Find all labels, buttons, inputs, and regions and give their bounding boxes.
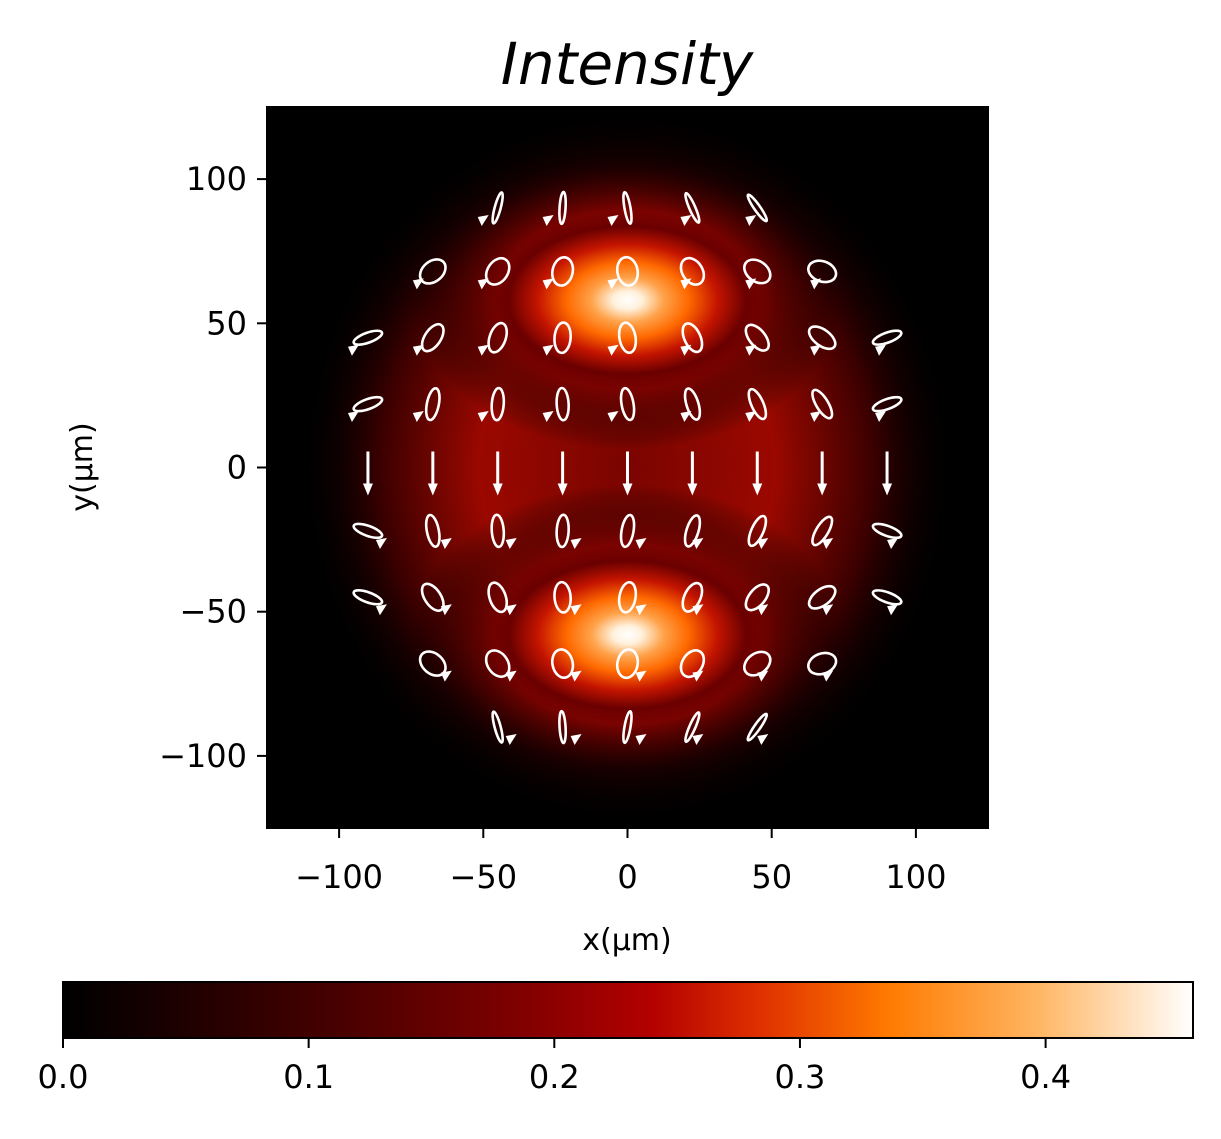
polarization-ellipse — [871, 589, 903, 616]
polarization-ellipse — [352, 522, 387, 549]
polarization-ellipse — [362, 451, 373, 496]
chart-title: Intensity — [501, 30, 754, 98]
polarization-ellipse — [420, 582, 452, 616]
polarization-ellipse — [679, 256, 706, 290]
intensity-heatmap — [267, 107, 988, 828]
polarization-ellipse — [490, 513, 517, 549]
polarization-ellipse — [871, 522, 903, 549]
polarization-ellipse — [745, 193, 769, 226]
polarization-ellipse — [746, 712, 769, 746]
y-tick-label: 50 — [206, 304, 247, 342]
x-tick-label: −50 — [450, 858, 518, 896]
polarization-ellipse — [553, 580, 582, 616]
polarization-ellipse — [542, 255, 575, 290]
x-tick-label: 0 — [617, 858, 637, 896]
y-axis-ticks: −100 −50 0 50 100 — [159, 160, 267, 775]
colorbar-tick-label: 0.4 — [1020, 1058, 1071, 1096]
polarization-ellipse — [477, 191, 505, 226]
x-axis-label: x(μm) — [582, 923, 671, 958]
polarization-ellipse — [424, 513, 452, 549]
polarization-ellipse — [617, 580, 647, 616]
x-tick-label: 100 — [885, 858, 946, 896]
colorbar-tick-label: 0.3 — [775, 1058, 826, 1096]
polarization-ellipse — [745, 387, 768, 423]
polarization-ellipse — [679, 649, 706, 682]
polarization-ellipse — [817, 451, 828, 496]
x-tick-label: 50 — [751, 858, 792, 896]
polarization-ellipse — [681, 581, 704, 616]
polarization-ellipse — [477, 256, 511, 290]
polarization-ellipse — [882, 451, 893, 496]
polarization-ellipse — [683, 514, 704, 549]
polarization-ellipse — [615, 648, 647, 682]
polarization-ellipses — [347, 190, 903, 746]
polarization-ellipse — [680, 387, 702, 423]
y-tick-label: 100 — [186, 160, 247, 198]
polarization-ellipse — [744, 583, 770, 616]
polarization-ellipse — [491, 710, 517, 746]
polarization-ellipse — [427, 451, 438, 496]
polarization-ellipse — [871, 329, 903, 356]
polarization-ellipse — [557, 451, 568, 496]
polarization-ellipse — [807, 584, 837, 616]
polarization-ellipse — [412, 386, 441, 423]
polarization-ellipse — [871, 395, 903, 423]
polarization-ellipse — [418, 650, 452, 682]
polarization-ellipse — [680, 322, 704, 356]
intensity-peak-lower — [482, 544, 773, 725]
colorbar-ticks: 0.0 0.1 0.2 0.3 0.4 — [38, 1038, 1071, 1096]
polarization-ellipse — [607, 255, 640, 290]
polarization-ellipse — [752, 451, 763, 496]
polarization-ellipse — [477, 321, 509, 356]
x-tick-label: −100 — [295, 858, 383, 896]
y-tick-label: −100 — [159, 737, 247, 775]
polarization-ellipse — [747, 514, 769, 549]
polarization-ellipse — [810, 388, 834, 423]
polarization-ellipse — [347, 329, 384, 356]
y-tick-label: −50 — [179, 593, 247, 631]
polarization-ellipse — [743, 650, 772, 682]
polarization-ellipse — [607, 321, 638, 356]
polarization-ellipse — [542, 386, 570, 423]
polarization-ellipse — [492, 451, 503, 496]
polarization-ellipse — [622, 451, 633, 496]
polarization-ellipse — [550, 648, 582, 682]
polarization-ellipse — [607, 386, 636, 423]
polarization-ellipse — [807, 325, 837, 356]
polarization-ellipse — [807, 651, 838, 682]
polarization-ellipse — [477, 386, 506, 423]
x-axis-ticks: −100 −50 0 50 100 — [295, 828, 946, 896]
polarization-ellipse — [622, 710, 647, 746]
polarization-ellipse — [684, 711, 704, 746]
polarization-ellipse — [412, 258, 447, 290]
y-tick-label: 0 — [227, 449, 247, 487]
polarization-ellipse — [607, 190, 633, 226]
polarization-ellipse — [542, 190, 568, 226]
polarization-ellipse — [811, 515, 834, 549]
polarization-ellipse — [687, 451, 698, 496]
polarization-ellipse — [347, 395, 384, 423]
colorbar — [62, 981, 1194, 1039]
polarization-ellipse — [352, 589, 387, 616]
polarization-ellipse — [484, 649, 517, 682]
polarization-ellipse — [743, 258, 772, 290]
intensity-peak-upper — [482, 210, 773, 391]
polarization-ellipse — [487, 581, 517, 616]
polarization-ellipse — [412, 322, 445, 356]
y-axis-label: y(μm) — [65, 422, 100, 511]
colorbar-tick-label: 0.1 — [283, 1058, 334, 1096]
polarization-ellipse — [744, 323, 770, 356]
polarization-ellipse — [542, 321, 572, 356]
colorbar-tick-label: 0.0 — [38, 1058, 89, 1096]
polarization-ellipse — [619, 513, 647, 549]
polarization-ellipse — [807, 259, 838, 290]
polarization-ellipse — [680, 191, 701, 226]
polarization-ellipse — [555, 513, 582, 549]
polarization-ellipse — [558, 709, 582, 746]
colorbar-tick-label: 0.2 — [529, 1058, 580, 1096]
